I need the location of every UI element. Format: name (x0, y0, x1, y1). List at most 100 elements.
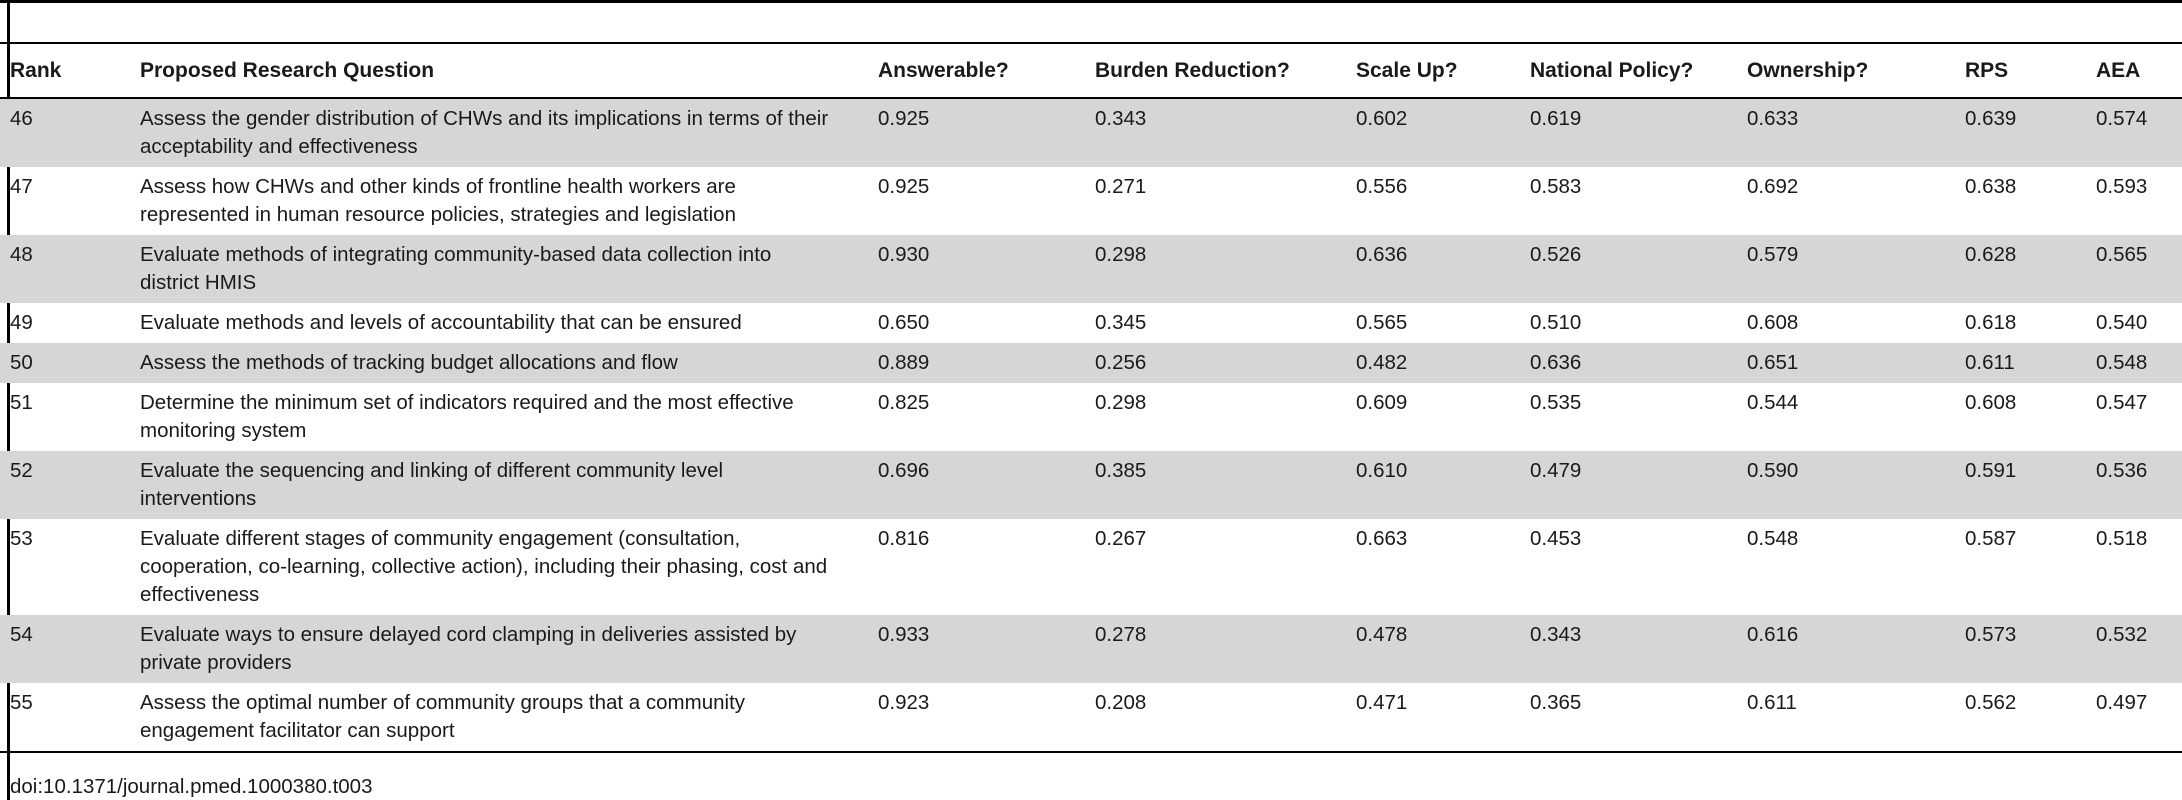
cell-national-policy: 0.453 (1530, 527, 1582, 550)
cell-national-policy: 0.583 (1530, 175, 1582, 198)
cell-rank: 49 (10, 311, 33, 334)
cell-answerable: 0.825 (878, 391, 930, 414)
cell-rank: 47 (10, 175, 33, 198)
column-header-aea[interactable]: AEA (2096, 58, 2141, 82)
cell-rank: 51 (10, 391, 33, 414)
question-text: Assess the methods of tracking budget al… (140, 351, 678, 374)
cell-rank: 55 (10, 691, 33, 714)
cell-answerable: 0.933 (878, 615, 1095, 683)
cell-aea: 0.532 (2096, 615, 2182, 683)
cell-question: Evaluate methods of integrating communit… (140, 235, 878, 303)
cell-rps: 0.639 (1965, 98, 2096, 167)
cell-national-policy: 0.619 (1530, 98, 1747, 167)
table-row: 50 Assess the methods of tracking budget… (0, 343, 2182, 383)
cell-aea: 0.518 (2096, 527, 2148, 550)
cell-national-policy: 0.636 (1530, 343, 1747, 383)
question-text: Assess the gender distribution of CHWs a… (140, 107, 829, 158)
column-header-rps[interactable]: RPS (1965, 58, 2009, 82)
cell-answerable: 0.696 (878, 451, 1095, 519)
cell-burden-reduction: 0.208 (1095, 691, 1147, 714)
cell-scale-up: 0.610 (1356, 451, 1530, 519)
cell-rank: 53 (10, 527, 33, 550)
cell-ownership: 0.633 (1747, 98, 1965, 167)
table-header-row: Rank Proposed Research Question Answerab… (0, 43, 2182, 98)
cell-rps: 0.573 (1965, 615, 2096, 683)
table-row: 46 Assess the gender distribution of CHW… (0, 98, 2182, 167)
cell-rps: 0.618 (1965, 311, 2017, 334)
cell-national-policy: 0.365 (1530, 691, 1582, 714)
cell-burden-reduction: 0.298 (1095, 235, 1356, 303)
cell-burden-reduction: 0.345 (1095, 311, 1147, 334)
cell-ownership: 0.544 (1747, 391, 1799, 414)
cell-ownership: 0.611 (1747, 691, 1797, 714)
cell-burden-reduction: 0.298 (1095, 391, 1147, 414)
cell-answerable: 0.816 (878, 527, 930, 550)
column-header-burden-reduction[interactable]: Burden Reduction? (1095, 58, 1290, 82)
question-text: Evaluate different stages of community e… (140, 527, 828, 606)
top-rule (0, 0, 2182, 3)
column-header-answerable[interactable]: Answerable? (878, 58, 1009, 82)
cell-scale-up: 0.482 (1356, 343, 1530, 383)
cell-scale-up: 0.471 (1356, 691, 1408, 714)
cell-scale-up: 0.478 (1356, 615, 1530, 683)
cell-burden-reduction: 0.271 (1095, 175, 1147, 198)
cell-national-policy: 0.510 (1530, 311, 1582, 334)
cell-burden-reduction: 0.267 (1095, 527, 1147, 550)
table-row: 51 Determine the minimum set of indicato… (0, 383, 2182, 451)
cell-question: Determine the minimum set of indicators … (140, 383, 878, 451)
cell-burden-reduction: 0.278 (1095, 615, 1356, 683)
cell-ownership: 0.616 (1747, 615, 1965, 683)
table-row: 47 Assess how CHWs and other kinds of fr… (0, 167, 2182, 235)
cell-rank: 46 (0, 98, 140, 167)
doi-footer[interactable]: doi:10.1371/journal.pmed.1000380.t003 (10, 775, 373, 798)
cell-burden-reduction: 0.343 (1095, 98, 1356, 167)
cell-rps: 0.562 (1965, 691, 2017, 714)
cell-ownership: 0.548 (1747, 527, 1799, 550)
cell-national-policy: 0.526 (1530, 235, 1747, 303)
cell-answerable: 0.925 (878, 175, 930, 198)
column-header-question[interactable]: Proposed Research Question (140, 58, 435, 82)
table-row: 55 Assess the optimal number of communit… (0, 683, 2182, 752)
question-text: Assess how CHWs and other kinds of front… (140, 175, 736, 226)
cell-scale-up: 0.636 (1356, 235, 1530, 303)
cell-ownership: 0.608 (1747, 311, 1799, 334)
cell-question: Assess how CHWs and other kinds of front… (140, 167, 878, 235)
cell-question: Evaluate ways to ensure delayed cord cla… (140, 615, 878, 683)
cell-rps: 0.638 (1965, 175, 2017, 198)
cell-ownership: 0.651 (1747, 343, 1965, 383)
question-text: Evaluate methods and levels of accountab… (140, 311, 742, 334)
cell-national-policy: 0.479 (1530, 451, 1747, 519)
column-header-national-policy[interactable]: National Policy? (1530, 58, 1694, 82)
cell-question: Assess the methods of tracking budget al… (140, 343, 878, 383)
cell-answerable: 0.889 (878, 343, 1095, 383)
cell-ownership: 0.579 (1747, 235, 1965, 303)
cell-aea: 0.548 (2096, 343, 2182, 383)
cell-aea: 0.593 (2096, 175, 2148, 198)
cell-question: Evaluate methods and levels of accountab… (140, 303, 878, 343)
cell-scale-up: 0.609 (1356, 391, 1408, 414)
cell-aea: 0.574 (2096, 98, 2182, 167)
cell-aea: 0.565 (2096, 235, 2182, 303)
cell-question: Assess the gender distribution of CHWs a… (140, 98, 878, 167)
left-border (7, 0, 10, 800)
table-row: 52 Evaluate the sequencing and linking o… (0, 451, 2182, 519)
cell-scale-up: 0.556 (1356, 175, 1408, 198)
question-text: Evaluate methods of integrating communit… (140, 243, 772, 294)
cell-burden-reduction: 0.385 (1095, 451, 1356, 519)
question-text: Evaluate the sequencing and linking of d… (140, 459, 724, 510)
cell-rank: 52 (0, 451, 140, 519)
cell-question: Assess the optimal number of community g… (140, 683, 878, 752)
table-row: 54 Evaluate ways to ensure delayed cord … (0, 615, 2182, 683)
column-header-rank[interactable]: Rank (10, 58, 62, 82)
cell-answerable: 0.923 (878, 691, 930, 714)
question-text: Determine the minimum set of indicators … (140, 391, 794, 442)
cell-aea: 0.536 (2096, 451, 2182, 519)
cell-burden-reduction: 0.256 (1095, 343, 1356, 383)
cell-rps: 0.611 (1965, 343, 2096, 383)
column-header-ownership[interactable]: Ownership? (1747, 58, 1869, 82)
question-text: Evaluate ways to ensure delayed cord cla… (140, 623, 797, 674)
cell-rps: 0.591 (1965, 451, 2096, 519)
cell-rank: 54 (0, 615, 140, 683)
cell-aea: 0.547 (2096, 391, 2148, 414)
column-header-scale-up[interactable]: Scale Up? (1356, 58, 1458, 82)
